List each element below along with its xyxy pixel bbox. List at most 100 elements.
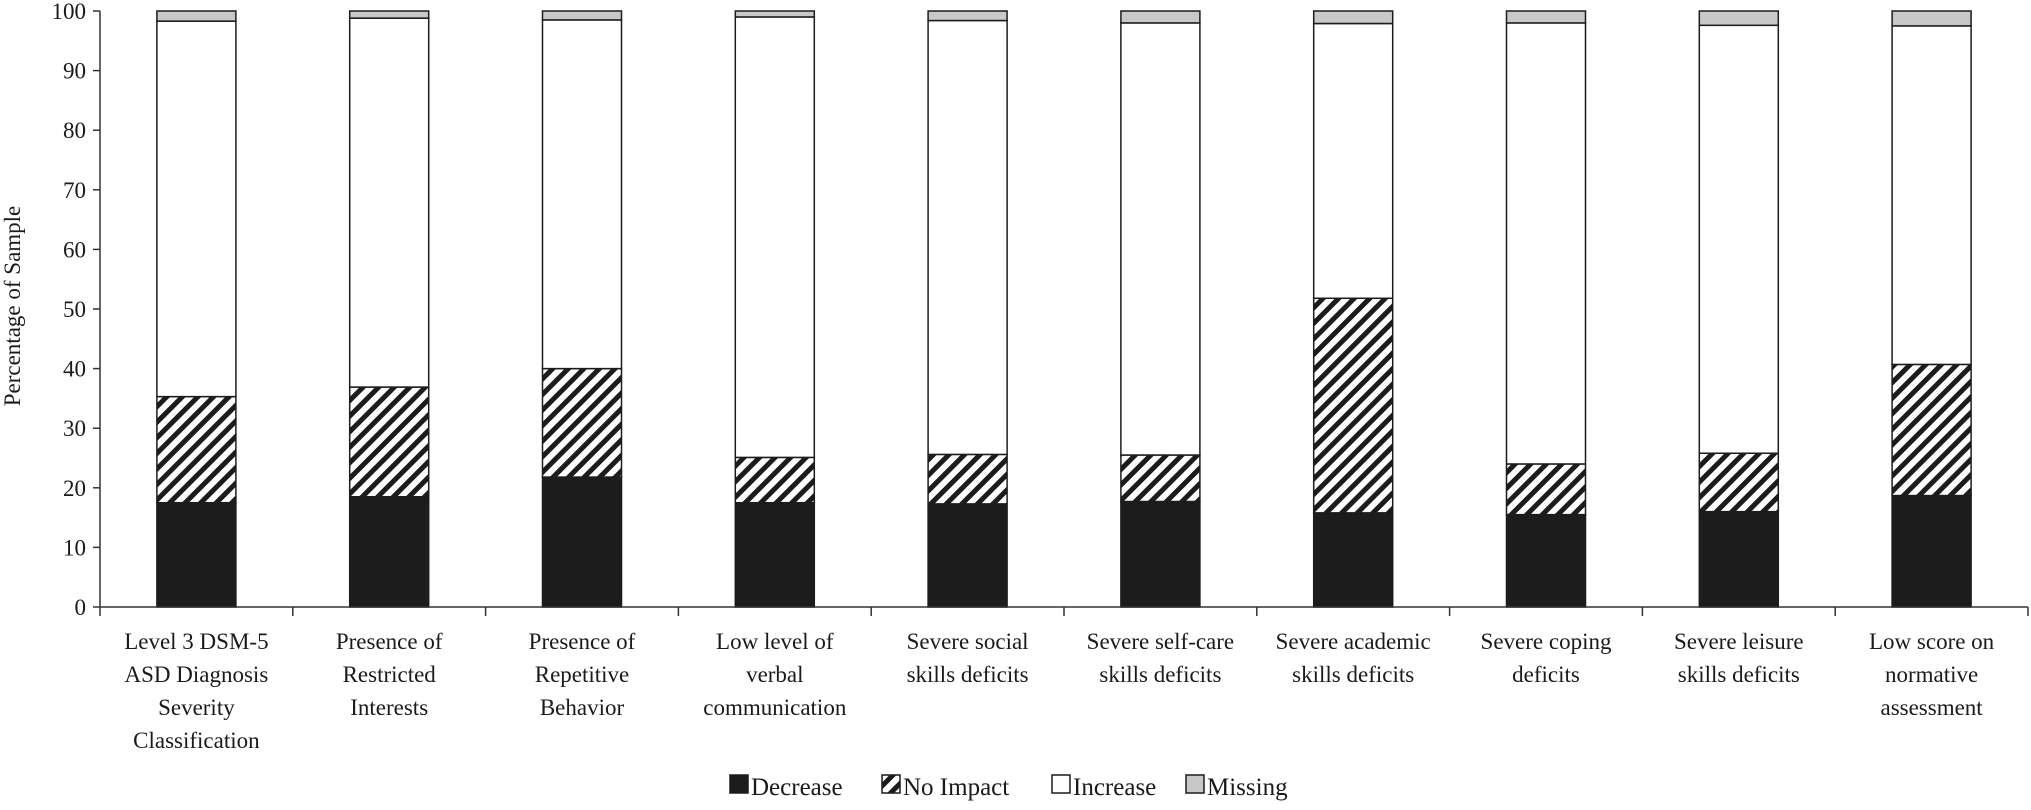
bar-segment-missing xyxy=(348,10,430,19)
x-tick-label: Severe academic skills deficits xyxy=(1276,629,1431,687)
bar-stack xyxy=(734,10,816,608)
x-tick-label-line: assessment xyxy=(1880,695,1983,720)
bar-stack xyxy=(1120,10,1201,608)
bar-segment-missing xyxy=(927,10,1008,22)
legend-item: Increase xyxy=(1051,774,1156,801)
bar-stack xyxy=(1698,10,1780,608)
bar-stack xyxy=(1312,10,1394,608)
x-tick-label-line: Repetitive xyxy=(535,662,630,687)
bar-stack xyxy=(156,10,237,608)
y-tick-label: 40 xyxy=(63,357,86,382)
x-tick-label-line: Classification xyxy=(133,728,260,753)
bar-segment-increase xyxy=(1505,22,1587,465)
y-axis: 0 10 20 30 40 50 60 70 80 90 100 xyxy=(52,0,101,620)
bar-segment-decrease xyxy=(1698,510,1780,608)
x-tick-label-line: Severe coping xyxy=(1481,629,1612,654)
bar-segment-no-impact xyxy=(1698,452,1780,513)
bar-stack xyxy=(348,10,430,608)
x-tick-label-line: Severity xyxy=(158,695,235,720)
bar-segment-no-impact xyxy=(927,453,1008,505)
legend-swatch xyxy=(881,774,901,794)
bar-segment-missing xyxy=(1698,10,1780,27)
y-tick-label: 30 xyxy=(63,416,86,441)
bar-segment-decrease xyxy=(927,503,1008,608)
bar-segment-decrease xyxy=(734,501,816,608)
bars xyxy=(156,10,1972,608)
bar-segment-decrease xyxy=(1891,494,1972,608)
x-tick-label-line: skills deficits xyxy=(907,662,1029,687)
x-tick-label: Presence of Restricted Interests xyxy=(336,629,443,720)
legend-label: No Impact xyxy=(903,774,1009,801)
y-tick-label: 0 xyxy=(75,595,87,620)
bar-segment-decrease xyxy=(348,495,430,608)
bar-segment-missing xyxy=(1120,10,1201,24)
x-tick-label-line: Severe social xyxy=(907,629,1029,654)
x-tick-label-line: Behavior xyxy=(540,695,625,720)
y-tick-label: 60 xyxy=(63,237,86,262)
x-tick-label: Presence of Repetitive Behavior xyxy=(529,629,636,720)
x-tick-label-line: Presence of xyxy=(529,629,636,654)
y-tick-label: 80 xyxy=(63,118,86,143)
x-tick-label: Level 3 DSM-5 ASD Diagnosis Severity Classi… xyxy=(124,629,268,753)
legend-swatch xyxy=(729,774,749,794)
bar-segment-decrease xyxy=(1312,512,1394,608)
x-tick-label: Severe self-care skills deficits xyxy=(1087,629,1234,687)
bar-segment-no-impact xyxy=(734,456,816,504)
x-tick-label-line: skills deficits xyxy=(1292,662,1414,687)
bar-segment-increase xyxy=(1891,25,1972,366)
legend-item: No Impact xyxy=(881,774,1009,801)
bar-stack xyxy=(927,10,1008,608)
legend-item: Missing xyxy=(1185,774,1288,801)
bar-segment-no-impact xyxy=(1312,297,1394,514)
legend-label: Decrease xyxy=(751,774,843,801)
legend-swatch xyxy=(1051,774,1071,794)
bar-segment-increase xyxy=(1312,22,1394,300)
x-tick-label-line: Severe self-care xyxy=(1087,629,1234,654)
x-axis: Level 3 DSM-5 ASD Diagnosis Severity Classi… xyxy=(99,606,2029,753)
bar-segment-increase xyxy=(541,19,623,370)
x-tick-label-line: Severe academic xyxy=(1276,629,1431,654)
x-tick-label-line: Severe leisure xyxy=(1674,629,1804,654)
bar-segment-no-impact xyxy=(541,367,623,478)
legend-label: Missing xyxy=(1207,774,1288,801)
x-tick-label-line: communication xyxy=(703,695,847,720)
bar-segment-increase xyxy=(1120,22,1201,456)
x-tick-label-line: deficits xyxy=(1512,662,1580,687)
bar-stack xyxy=(1891,10,1972,608)
x-tick-label-line: Presence of xyxy=(336,629,443,654)
y-tick-label: 20 xyxy=(63,476,86,501)
x-tick-label-line: Interests xyxy=(350,695,428,720)
y-axis-title-group: Percentage of Sample xyxy=(0,206,25,407)
x-tick-label: Low level of verbal communication xyxy=(703,629,847,720)
bar-stack xyxy=(541,10,623,608)
x-tick-label-line: ASD Diagnosis xyxy=(125,662,269,687)
y-tick-label: 50 xyxy=(63,297,86,322)
legend-swatch xyxy=(1185,774,1205,794)
x-tick-label: Severe leisure skills deficits xyxy=(1674,629,1804,687)
bar-segment-decrease xyxy=(156,501,237,608)
bar-segment-missing xyxy=(156,10,237,22)
bar-segment-no-impact xyxy=(1891,363,1972,497)
bar-segment-increase xyxy=(927,19,1008,456)
x-tick-label-line: skills deficits xyxy=(1099,662,1221,687)
bar-segment-missing xyxy=(541,10,623,21)
legend: Decrease No Impact Increase Missing xyxy=(729,774,1288,801)
bar-stack xyxy=(1505,10,1587,608)
x-tick-label: Severe coping deficits xyxy=(1481,629,1612,687)
y-tick-label: 90 xyxy=(63,59,86,84)
x-tick-label-line: Level 3 DSM-5 xyxy=(124,629,268,654)
x-tick-label-line: Low score on xyxy=(1869,629,1995,654)
y-tick-label: 100 xyxy=(52,0,87,24)
y-axis-title: Percentage of Sample xyxy=(0,206,25,407)
x-tick-label: Severe social skills deficits xyxy=(907,629,1029,687)
bar-segment-missing xyxy=(1891,10,1972,27)
y-tick-label: 70 xyxy=(63,178,86,203)
legend-label: Increase xyxy=(1073,774,1156,801)
legend-item: Decrease xyxy=(729,774,843,801)
bar-segment-missing xyxy=(1312,10,1394,25)
bar-segment-decrease xyxy=(1120,500,1201,608)
bar-segment-missing xyxy=(1505,10,1587,24)
x-tick-label-line: normative xyxy=(1885,662,1978,687)
